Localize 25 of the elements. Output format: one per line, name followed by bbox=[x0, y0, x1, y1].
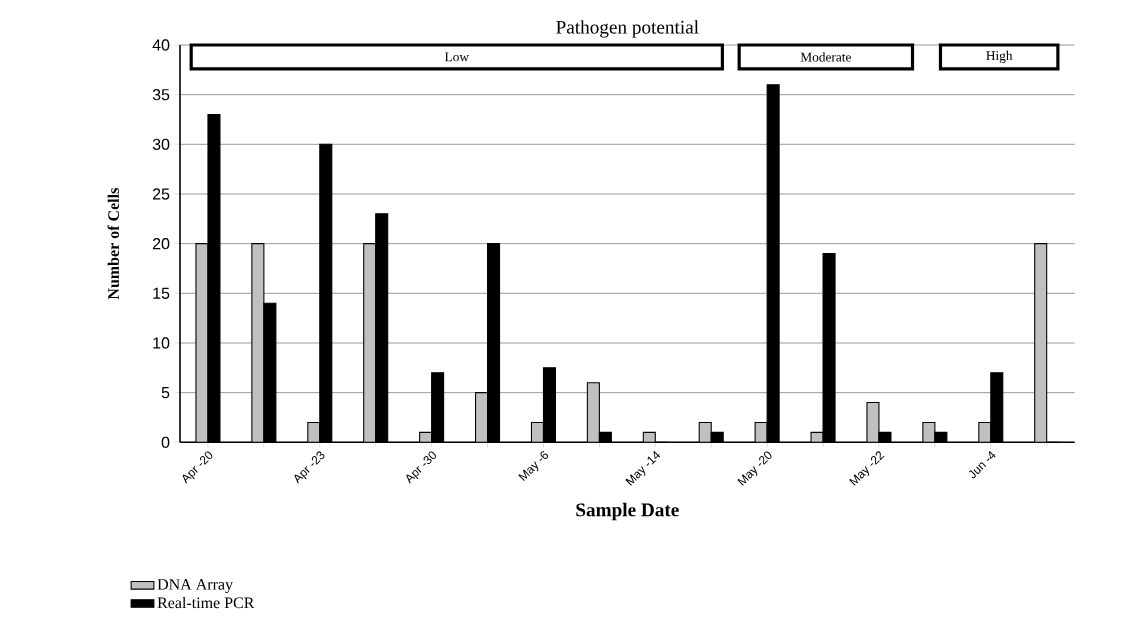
y-tick-label: 35 bbox=[152, 89, 170, 101]
x-tick-label: May -20 bbox=[737, 451, 772, 486]
x-tick-label: Apr -30 bbox=[406, 451, 437, 484]
x-tick-label: May -14 bbox=[625, 450, 661, 486]
legend-label: Real-time PCR bbox=[157, 596, 255, 609]
y-tick-label: 5 bbox=[161, 387, 170, 399]
annotation: High bbox=[986, 50, 1013, 63]
y-tick-label: 15 bbox=[153, 287, 170, 299]
annotation: Low bbox=[444, 52, 469, 62]
y-axis-title: Number of Cells bbox=[107, 188, 119, 300]
annotation: Moderate bbox=[800, 52, 851, 62]
y-tick-label: 40 bbox=[152, 39, 170, 51]
chart-title: Pathogen potential bbox=[556, 20, 699, 38]
x-tick-label: Apr -23 bbox=[294, 451, 325, 484]
legend-label: DNA Array bbox=[157, 579, 233, 594]
x-axis-title: Sample Date bbox=[576, 502, 679, 521]
y-tick-label: 30 bbox=[152, 138, 170, 150]
y-tick-label: 0 bbox=[161, 436, 170, 448]
x-tick-label: Jun -4 bbox=[968, 450, 996, 479]
x-tick-label: May -22 bbox=[849, 451, 885, 486]
x-tick-label: Apr -20 bbox=[182, 451, 213, 484]
y-tick-label: 10 bbox=[153, 337, 170, 349]
y-tick-label: 25 bbox=[152, 188, 170, 200]
x-tick-label: May -6 bbox=[518, 451, 549, 482]
y-tick-label: 20 bbox=[152, 238, 170, 250]
